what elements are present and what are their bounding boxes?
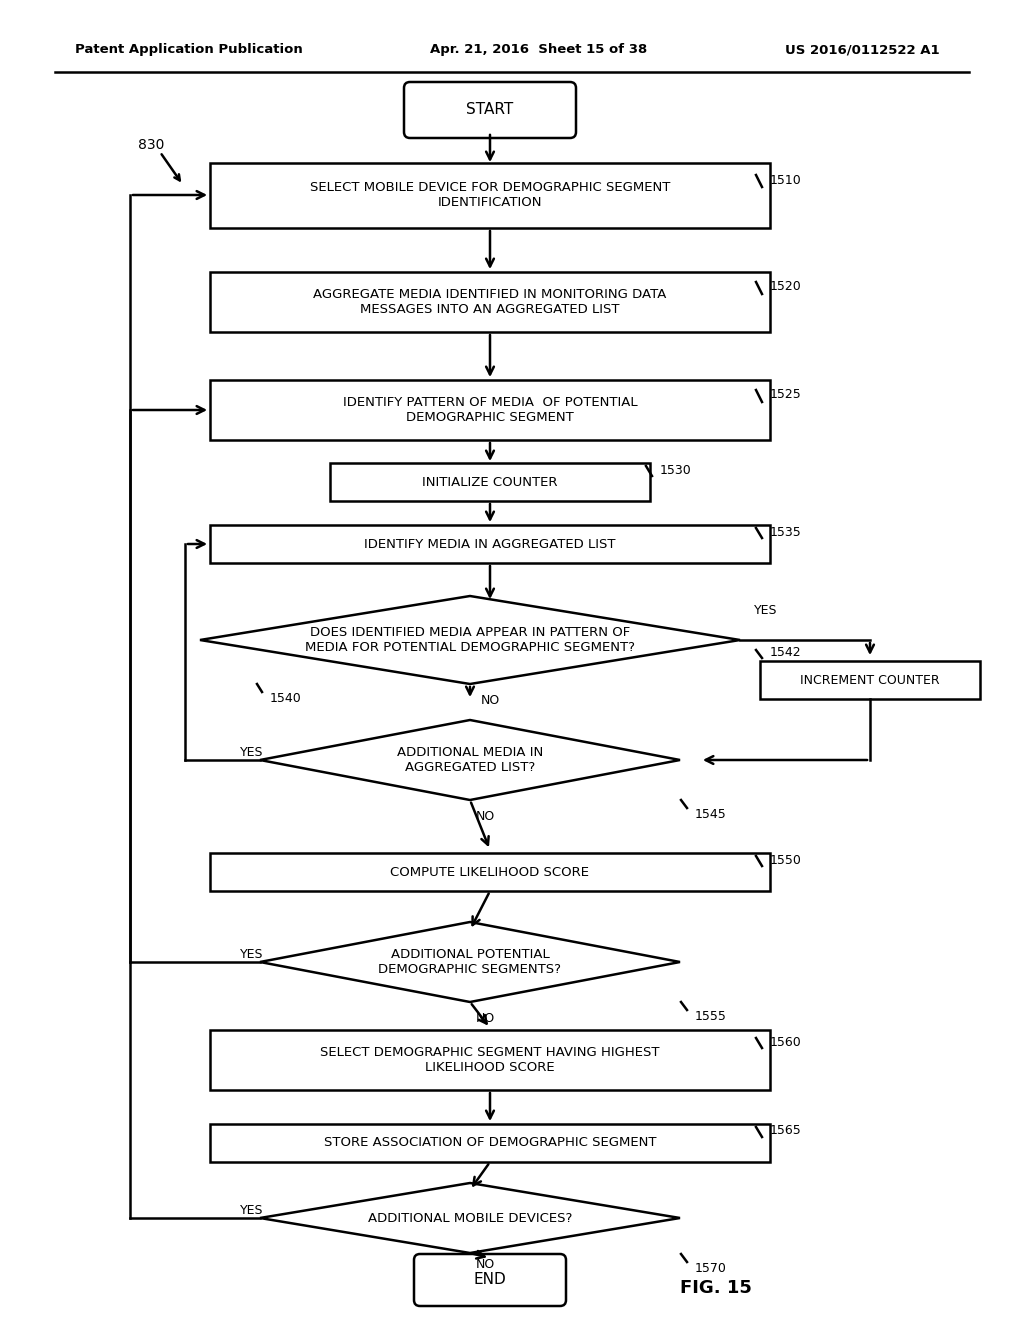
Text: 1510: 1510	[770, 173, 802, 186]
Text: YES: YES	[240, 948, 263, 961]
Polygon shape	[200, 597, 740, 684]
Text: STORE ASSOCIATION OF DEMOGRAPHIC SEGMENT: STORE ASSOCIATION OF DEMOGRAPHIC SEGMENT	[324, 1137, 656, 1150]
Text: 1520: 1520	[770, 281, 802, 293]
FancyBboxPatch shape	[210, 1125, 770, 1162]
Text: ADDITIONAL MEDIA IN
AGGREGATED LIST?: ADDITIONAL MEDIA IN AGGREGATED LIST?	[397, 746, 543, 774]
Text: AGGREGATE MEDIA IDENTIFIED IN MONITORING DATA
MESSAGES INTO AN AGGREGATED LIST: AGGREGATE MEDIA IDENTIFIED IN MONITORING…	[313, 288, 667, 315]
Polygon shape	[260, 1183, 680, 1253]
FancyBboxPatch shape	[210, 853, 770, 891]
Text: 1555: 1555	[695, 1010, 727, 1023]
FancyBboxPatch shape	[210, 380, 770, 440]
FancyBboxPatch shape	[330, 463, 650, 502]
Text: 1530: 1530	[660, 463, 692, 477]
Text: INITIALIZE COUNTER: INITIALIZE COUNTER	[422, 475, 558, 488]
Text: 830: 830	[138, 139, 165, 152]
Text: END: END	[474, 1272, 507, 1287]
Text: DOES IDENTIFIED MEDIA APPEAR IN PATTERN OF
MEDIA FOR POTENTIAL DEMOGRAPHIC SEGME: DOES IDENTIFIED MEDIA APPEAR IN PATTERN …	[305, 626, 635, 653]
FancyBboxPatch shape	[760, 661, 980, 700]
Text: 1542: 1542	[770, 645, 802, 659]
Text: 1525: 1525	[770, 388, 802, 401]
Text: YES: YES	[240, 1204, 263, 1217]
FancyBboxPatch shape	[210, 162, 770, 227]
Text: 1535: 1535	[770, 525, 802, 539]
Text: NO: NO	[475, 1258, 495, 1270]
Text: IDENTIFY PATTERN OF MEDIA  OF POTENTIAL
DEMOGRAPHIC SEGMENT: IDENTIFY PATTERN OF MEDIA OF POTENTIAL D…	[343, 396, 637, 424]
Text: YES: YES	[754, 603, 777, 616]
Text: INCREMENT COUNTER: INCREMENT COUNTER	[800, 673, 940, 686]
FancyBboxPatch shape	[404, 82, 575, 139]
Polygon shape	[260, 921, 680, 1002]
Text: NO: NO	[475, 1011, 495, 1024]
Text: SELECT MOBILE DEVICE FOR DEMOGRAPHIC SEGMENT
IDENTIFICATION: SELECT MOBILE DEVICE FOR DEMOGRAPHIC SEG…	[310, 181, 670, 209]
Text: 1550: 1550	[770, 854, 802, 866]
Text: ADDITIONAL MOBILE DEVICES?: ADDITIONAL MOBILE DEVICES?	[368, 1212, 572, 1225]
Text: 1545: 1545	[695, 808, 727, 821]
Text: 1540: 1540	[270, 692, 302, 705]
Text: FIG. 15: FIG. 15	[680, 1279, 752, 1298]
FancyBboxPatch shape	[414, 1254, 566, 1305]
Text: 1570: 1570	[695, 1262, 727, 1275]
Text: Patent Application Publication: Patent Application Publication	[75, 44, 303, 57]
FancyBboxPatch shape	[210, 525, 770, 564]
Text: START: START	[466, 103, 514, 117]
Text: SELECT DEMOGRAPHIC SEGMENT HAVING HIGHEST
LIKELIHOOD SCORE: SELECT DEMOGRAPHIC SEGMENT HAVING HIGHES…	[321, 1045, 659, 1074]
Text: US 2016/0112522 A1: US 2016/0112522 A1	[785, 44, 940, 57]
Polygon shape	[260, 719, 680, 800]
Text: YES: YES	[240, 746, 263, 759]
FancyBboxPatch shape	[210, 272, 770, 333]
Text: COMPUTE LIKELIHOOD SCORE: COMPUTE LIKELIHOOD SCORE	[390, 866, 590, 879]
FancyBboxPatch shape	[210, 1030, 770, 1090]
Text: 1560: 1560	[770, 1035, 802, 1048]
Text: IDENTIFY MEDIA IN AGGREGATED LIST: IDENTIFY MEDIA IN AGGREGATED LIST	[365, 537, 615, 550]
Text: Apr. 21, 2016  Sheet 15 of 38: Apr. 21, 2016 Sheet 15 of 38	[430, 44, 647, 57]
Text: ADDITIONAL POTENTIAL
DEMOGRAPHIC SEGMENTS?: ADDITIONAL POTENTIAL DEMOGRAPHIC SEGMENT…	[379, 948, 561, 975]
Text: 1565: 1565	[770, 1125, 802, 1138]
Text: NO: NO	[475, 809, 495, 822]
Text: NO: NO	[480, 693, 500, 706]
